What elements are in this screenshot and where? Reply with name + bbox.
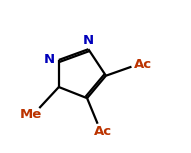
Text: Me: Me — [20, 108, 42, 121]
Text: Ac: Ac — [94, 125, 112, 138]
Text: Ac: Ac — [134, 58, 152, 71]
Text: N: N — [83, 34, 94, 47]
Text: N: N — [44, 53, 55, 66]
